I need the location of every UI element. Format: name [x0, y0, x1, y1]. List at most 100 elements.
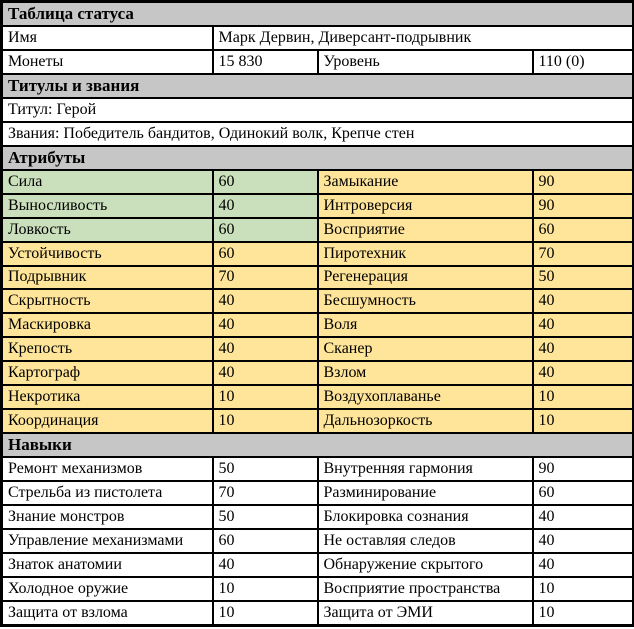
attribute-name-cell: Подрывник — [0, 264, 214, 291]
attribute-value-cell: 40 — [531, 288, 634, 315]
attribute-row: Выносливость 40 Интроверсия 90 — [0, 192, 634, 219]
attribute-name-cell: Ловкость — [0, 216, 214, 243]
attribute-name-cell: Воля — [316, 312, 534, 339]
skill-name-cell: Защита от ЭМИ — [316, 599, 534, 627]
attributes-header-row: Атрибуты — [0, 144, 634, 171]
coins-label: Монеты — [0, 48, 214, 75]
attribute-name-cell: Координация — [0, 408, 214, 435]
attributes-section-header: Атрибуты — [0, 144, 634, 171]
attribute-row: Крепость 40 Сканер 40 — [0, 336, 634, 363]
ranks-row: Звания: Победитель бандитов, Одинокий во… — [0, 120, 634, 147]
attribute-value-cell: 60 — [531, 216, 634, 243]
attribute-value-cell: 60 — [211, 168, 319, 195]
skill-name-cell: Холодное оружие — [0, 575, 214, 602]
attribute-value-cell: 70 — [531, 240, 634, 267]
attribute-value-cell: 40 — [211, 288, 319, 315]
attribute-value-cell: 40 — [531, 336, 634, 363]
attribute-name-cell: Интроверсия — [316, 192, 534, 219]
skill-value-cell: 10 — [211, 575, 319, 602]
attribute-value-cell: 60 — [211, 240, 319, 267]
name-row: Имя Марк Дервин, Диверсант-подрывник — [0, 24, 634, 51]
skill-name-cell: Ремонт механизмов — [0, 456, 214, 483]
skill-value-cell: 40 — [211, 551, 319, 578]
skill-name-cell: Защита от взлома — [0, 599, 214, 627]
attribute-name-cell: Сила — [0, 168, 214, 195]
skill-name-cell: Разминирование — [316, 480, 534, 507]
attribute-value-cell: 10 — [211, 384, 319, 411]
skill-name-cell: Блокировка сознания — [316, 504, 534, 530]
skill-name-cell: Стрельба из пистолета — [0, 480, 214, 507]
attribute-value-cell: 70 — [211, 264, 319, 291]
attribute-name-cell: Скрытность — [0, 288, 214, 315]
skill-value-cell: 90 — [531, 456, 634, 483]
titles-section-header: Титулы и звания — [0, 72, 634, 99]
attribute-value-cell: 10 — [531, 408, 634, 435]
attribute-name-cell: Дальнозоркость — [316, 408, 534, 435]
attribute-row: Маскировка 40 Воля 40 — [0, 312, 634, 339]
attribute-name-cell: Замыкание — [316, 168, 534, 195]
skill-value-cell: 50 — [211, 504, 319, 530]
titles-header-row: Титулы и звания — [0, 72, 634, 99]
title-line: Титул: Герой — [0, 96, 634, 123]
attribute-value-cell: 40 — [531, 360, 634, 387]
skill-row: Стрельба из пистолета 70 Разминирование … — [0, 480, 634, 507]
level-value: 110 (0) — [531, 48, 634, 75]
name-label: Имя — [0, 24, 214, 51]
skill-value-cell: 10 — [211, 599, 319, 627]
attribute-value-cell: 40 — [211, 312, 319, 339]
attribute-row: Сила 60 Замыкание 90 — [0, 168, 634, 195]
skill-name-cell: Обнаружение скрытого — [316, 551, 534, 578]
attribute-value-cell: 40 — [211, 192, 319, 219]
coins-value: 15 830 — [211, 48, 319, 75]
table-title-row: Таблица статуса — [0, 0, 634, 27]
attribute-row: Ловкость 60 Восприятие 60 — [0, 216, 634, 243]
skill-value-cell: 70 — [211, 480, 319, 507]
skill-name-cell: Знаток анатомии — [0, 551, 214, 578]
attribute-value-cell: 50 — [531, 264, 634, 291]
skill-row: Холодное оружие 10 Восприятие пространст… — [0, 575, 634, 602]
attribute-value-cell: 10 — [531, 384, 634, 411]
skills-header-row: Навыки — [0, 432, 634, 459]
skill-row: Знание монстров 50 Блокировка сознания 4… — [0, 504, 634, 530]
attribute-name-cell: Картограф — [0, 360, 214, 387]
attribute-name-cell: Устойчивость — [0, 240, 214, 267]
attribute-name-cell: Некротика — [0, 384, 214, 411]
skill-value-cell: 60 — [531, 480, 634, 507]
attribute-value-cell: 40 — [211, 336, 319, 363]
skill-row: Управление механизмами 60 Не оставляя сл… — [0, 527, 634, 554]
skill-value-cell: 60 — [211, 527, 319, 554]
attribute-value-cell: 10 — [211, 408, 319, 435]
attribute-name-cell: Маскировка — [0, 312, 214, 339]
attribute-name-cell: Воздухоплаванье — [316, 384, 534, 411]
skill-value-cell: 10 — [531, 575, 634, 602]
attribute-value-cell: 40 — [211, 360, 319, 387]
attribute-row: Скрытность 40 Бесшумность 40 — [0, 288, 634, 315]
attribute-row: Подрывник 70 Регенерация 50 — [0, 264, 634, 291]
skill-row: Знаток анатомии 40 Обнаружение скрытого … — [0, 551, 634, 578]
level-label: Уровень — [316, 48, 534, 75]
skill-value-cell: 40 — [531, 504, 634, 530]
attribute-name-cell: Восприятие — [316, 216, 534, 243]
attribute-name-cell: Бесшумность — [316, 288, 534, 315]
attribute-name-cell: Сканер — [316, 336, 534, 363]
skill-row: Защита от взлома 10 Защита от ЭМИ 10 — [0, 599, 634, 627]
attribute-value-cell: 40 — [531, 312, 634, 339]
coins-level-row: Монеты 15 830 Уровень 110 (0) — [0, 48, 634, 75]
attribute-value-cell: 90 — [531, 192, 634, 219]
attribute-row: Координация 10 Дальнозоркость 10 — [0, 408, 634, 435]
skill-value-cell: 40 — [531, 551, 634, 578]
skill-row: Ремонт механизмов 50 Внутренняя гармония… — [0, 456, 634, 483]
attribute-row: Картограф 40 Взлом 40 — [0, 360, 634, 387]
skill-name-cell: Знание монстров — [0, 504, 214, 530]
ranks-line: Звания: Победитель бандитов, Одинокий во… — [0, 120, 634, 147]
skill-name-cell: Управление механизмами — [0, 527, 214, 554]
attribute-name-cell: Выносливость — [0, 192, 214, 219]
skill-value-cell: 50 — [211, 456, 319, 483]
skill-value-cell: 10 — [531, 599, 634, 627]
attribute-name-cell: Регенерация — [316, 264, 534, 291]
table-title: Таблица статуса — [0, 0, 634, 27]
name-value: Марк Дервин, Диверсант-подрывник — [211, 24, 634, 51]
skill-name-cell: Внутренняя гармония — [316, 456, 534, 483]
attribute-row: Некротика 10 Воздухоплаванье 10 — [0, 384, 634, 411]
